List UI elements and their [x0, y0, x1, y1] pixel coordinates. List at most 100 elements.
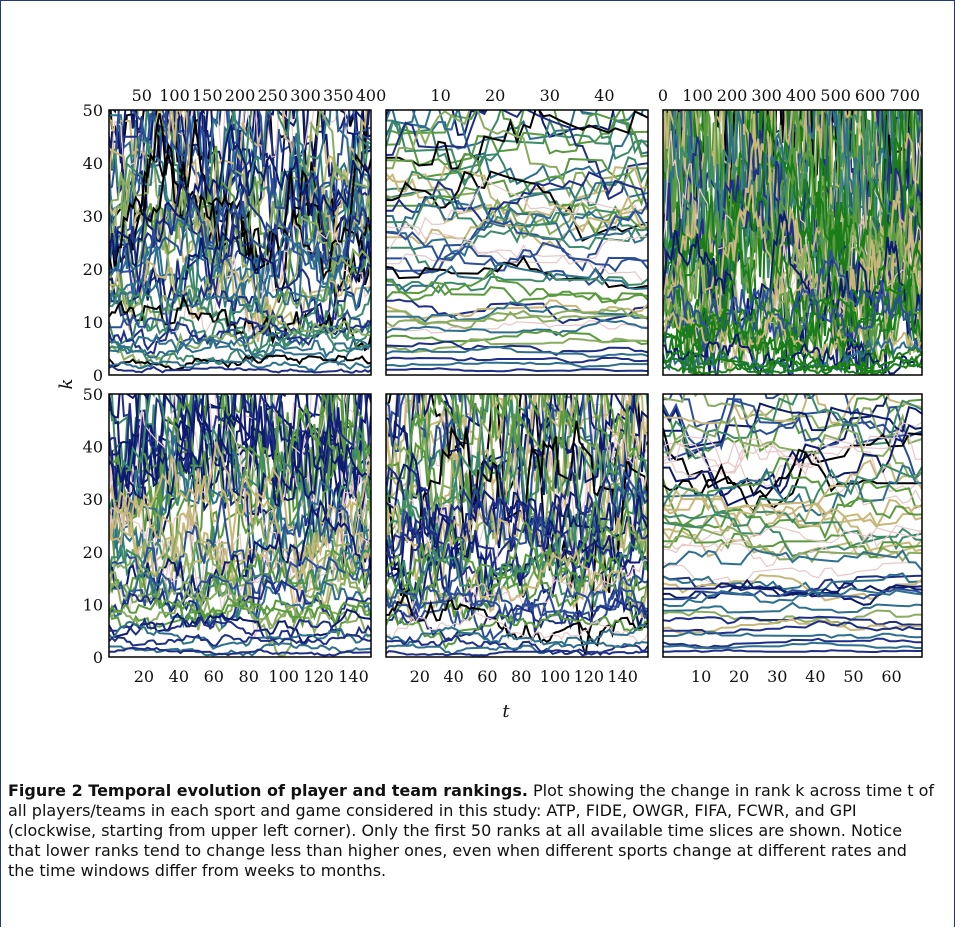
series-line [386, 240, 648, 292]
series-line [109, 332, 371, 359]
y-tick-label: 0 [93, 648, 103, 667]
x-tick-label: 20 [729, 667, 749, 686]
series-line [109, 285, 371, 334]
series-line [663, 310, 922, 363]
series-line [386, 319, 648, 337]
x-tick-label: 30 [540, 86, 560, 105]
series-line [663, 352, 922, 373]
x-tick-label: 400 [356, 86, 387, 105]
series-line [109, 578, 371, 630]
series-line [663, 609, 922, 627]
x-tick-label: 50 [132, 86, 152, 105]
series-line [663, 394, 922, 462]
series-line [386, 202, 648, 272]
x-tick-label: 20 [410, 667, 430, 686]
series-line [109, 316, 371, 357]
x-tick-label: 40 [805, 667, 825, 686]
series-line [663, 526, 922, 559]
series-line [663, 448, 922, 514]
series-line [663, 424, 922, 507]
panel-frame [385, 109, 649, 376]
x-tick-label: 0 [658, 86, 668, 105]
panel-top-left: 50 100 150 200 250 300 350 400 0 10 20 30 40 50 [83, 86, 387, 385]
series-line [386, 394, 648, 520]
series-line [663, 572, 922, 593]
series-line [663, 641, 922, 650]
series-line [663, 483, 922, 551]
series-line [109, 453, 371, 610]
series-line [109, 642, 371, 657]
series-line [109, 263, 371, 316]
panel-frame [108, 393, 372, 658]
series-line [386, 345, 648, 358]
series-line [386, 172, 648, 249]
panel-top-right: 0 100 200 300 400 500 600 700 [658, 86, 923, 376]
series-line [663, 110, 922, 324]
series-line [109, 110, 371, 270]
series-line [109, 620, 371, 650]
x-tick-label: 250 [257, 86, 288, 105]
series-line [109, 477, 371, 580]
panel-frame [662, 109, 923, 376]
series-line [386, 361, 648, 369]
series-line [109, 197, 371, 297]
x-tick-label: 100 [159, 86, 190, 105]
x-axis-label: t [502, 701, 510, 722]
series-line [109, 435, 371, 573]
x-tick-label: 300 [751, 86, 782, 105]
series-line [386, 110, 648, 201]
series-line [386, 468, 648, 597]
y-tick-label: 40 [83, 438, 103, 457]
series-line [386, 586, 648, 641]
panel-bottom-middle: 20 40 60 80 100 120 140 [385, 393, 649, 686]
x-tick-label: 120 [303, 667, 334, 686]
x-tick-label: 140 [607, 667, 638, 686]
figure-caption: Figure 2 Temporal evolution of player an… [8, 781, 938, 881]
y-tick-label: 0 [93, 366, 103, 385]
x-tick-label: 100 [682, 86, 713, 105]
series-line [663, 526, 922, 554]
series-line [663, 428, 922, 510]
series-line [109, 145, 371, 318]
series-line [109, 504, 371, 615]
series-line [109, 110, 371, 264]
series-line [663, 488, 922, 536]
x-tick-label: 400 [786, 86, 817, 105]
series-line [663, 525, 922, 564]
series-line [386, 394, 648, 549]
panel-frame [662, 393, 923, 658]
series-line [386, 301, 648, 323]
series-line [386, 222, 648, 260]
series-line [386, 307, 648, 328]
series-line [386, 394, 648, 561]
y-tick-label: 10 [83, 313, 103, 332]
series-line [386, 574, 648, 627]
series-line [386, 520, 648, 622]
series-line [109, 314, 371, 370]
x-tick-label: 350 [323, 86, 354, 105]
series-line [109, 110, 371, 304]
series-line [663, 502, 922, 553]
y-tick-label: 30 [83, 490, 103, 509]
series-line [386, 110, 615, 138]
x-tick-label: 60 [881, 667, 901, 686]
x-tick-label: 30 [767, 667, 787, 686]
series-line [663, 363, 922, 375]
series-line [386, 648, 648, 657]
series-line [663, 615, 922, 626]
panel-bottom-left: 20 40 60 80 100 120 140 0 10 20 30 40 50 [83, 385, 372, 686]
series-line [663, 601, 922, 614]
series-line [109, 294, 371, 352]
y-tick-label: 20 [83, 260, 103, 279]
caption-body: Plot showing the change in rank k across… [8, 781, 935, 880]
x-tick-label: 80 [239, 667, 259, 686]
series-line [109, 358, 371, 373]
series-line [386, 320, 648, 334]
x-tick-label: 50 [843, 667, 863, 686]
series-line [386, 110, 598, 150]
y-tick-label: 10 [83, 595, 103, 614]
y-tick-label: 30 [83, 207, 103, 226]
series-line [663, 394, 922, 445]
series-line [109, 169, 371, 343]
series-line [386, 609, 648, 650]
